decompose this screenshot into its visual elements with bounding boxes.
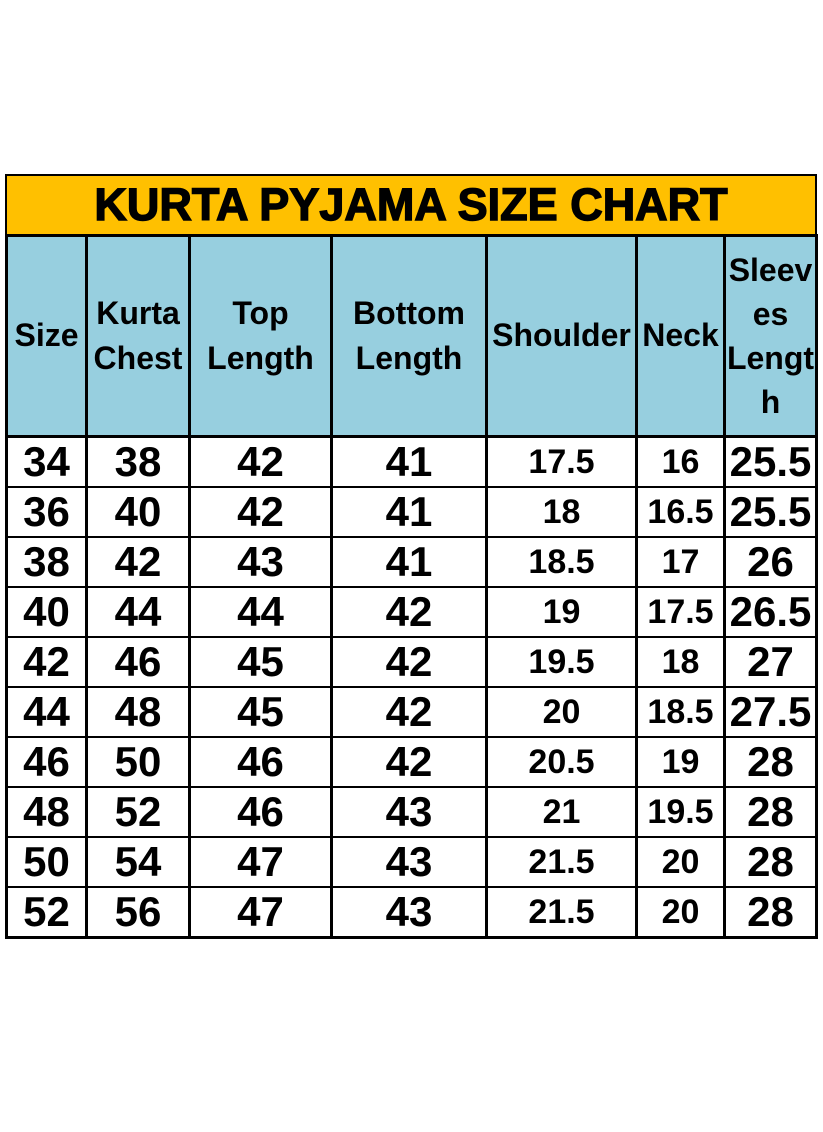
table-cell: 42: [330, 636, 488, 688]
table-cell: 52: [5, 886, 88, 939]
table-cell: 28: [723, 886, 818, 939]
table-row: 44 48 45 42 20 18.5 27.5: [5, 686, 818, 738]
table-body: 34 38 42 41 17.5 16 25.5 36 40 42 41 18 16.5 25.5 38 42…: [5, 435, 818, 939]
title-banner: KURTA PYJAMA SIZE CHART: [5, 174, 817, 234]
table-cell: 44: [85, 586, 191, 638]
table-cell: 38: [85, 435, 191, 488]
table-cell: 16: [635, 435, 726, 488]
size-chart-sheet: KURTA PYJAMA SIZE CHART Size Kurta Chest…: [5, 174, 818, 939]
table-cell: 42: [330, 586, 488, 638]
table-cell: 25.5: [723, 435, 818, 488]
table-cell: 43: [330, 836, 488, 888]
table-cell: 54: [85, 836, 191, 888]
table-row: 40 44 44 42 19 17.5 26.5: [5, 586, 818, 638]
column-header-top-length: Top Length: [188, 234, 333, 438]
table-cell: 45: [188, 686, 333, 738]
table-cell: 48: [85, 686, 191, 738]
table-row: 50 54 47 43 21.5 20 28: [5, 836, 818, 888]
table-cell: 36: [5, 486, 88, 538]
table-cell: 18: [485, 486, 638, 538]
table-cell: 42: [188, 435, 333, 488]
table-cell: 52: [85, 786, 191, 838]
table-cell: 18: [635, 636, 726, 688]
table-row: 42 46 45 42 19.5 18 27: [5, 636, 818, 688]
table-cell: 27.5: [723, 686, 818, 738]
table-cell: 16.5: [635, 486, 726, 538]
table-cell: 20.5: [485, 736, 638, 788]
table-cell: 21: [485, 786, 638, 838]
table-cell: 48: [5, 786, 88, 838]
table-cell: 19: [485, 586, 638, 638]
table-cell: 20: [485, 686, 638, 738]
table-row: 48 52 46 43 21 19.5 28: [5, 786, 818, 838]
table-cell: 34: [5, 435, 88, 488]
table-row: 34 38 42 41 17.5 16 25.5: [5, 435, 818, 488]
table-cell: 40: [85, 486, 191, 538]
table-cell: 42: [5, 636, 88, 688]
table-cell: 17.5: [635, 586, 726, 638]
table-cell: 45: [188, 636, 333, 688]
table-cell: 28: [723, 836, 818, 888]
table-cell: 21.5: [485, 886, 638, 939]
table-cell: 18.5: [635, 686, 726, 738]
table-cell: 20: [635, 886, 726, 939]
table-cell: 26.5: [723, 586, 818, 638]
table-cell: 28: [723, 786, 818, 838]
table-cell: 21.5: [485, 836, 638, 888]
table-header-row: Size Kurta Chest Top Length Bottom Lengt…: [5, 234, 818, 438]
table-cell: 28: [723, 736, 818, 788]
table-cell: 38: [5, 536, 88, 588]
table-cell: 43: [330, 886, 488, 939]
table-cell: 41: [330, 536, 488, 588]
table-cell: 46: [5, 736, 88, 788]
table-cell: 42: [188, 486, 333, 538]
table-cell: 27: [723, 636, 818, 688]
column-header-sleeves-length: Sleev es Lengt h: [723, 234, 818, 438]
column-header-bottom-length: Bottom Length: [330, 234, 488, 438]
table-cell: 17.5: [485, 435, 638, 488]
table-cell: 42: [330, 686, 488, 738]
table-row: 46 50 46 42 20.5 19 28: [5, 736, 818, 788]
table-cell: 26: [723, 536, 818, 588]
table-cell: 44: [5, 686, 88, 738]
table-cell: 42: [85, 536, 191, 588]
table-cell: 41: [330, 435, 488, 488]
table-cell: 47: [188, 886, 333, 939]
table-cell: 50: [5, 836, 88, 888]
table-cell: 50: [85, 736, 191, 788]
column-header-kurta-chest: Kurta Chest: [85, 234, 191, 438]
table-cell: 25.5: [723, 486, 818, 538]
table-cell: 43: [188, 536, 333, 588]
table-cell: 46: [85, 636, 191, 688]
table-cell: 40: [5, 586, 88, 638]
column-header-neck: Neck: [635, 234, 726, 438]
table-cell: 44: [188, 586, 333, 638]
table-cell: 42: [330, 736, 488, 788]
table-cell: 20: [635, 836, 726, 888]
table-cell: 18.5: [485, 536, 638, 588]
table-cell: 47: [188, 836, 333, 888]
page-title: KURTA PYJAMA SIZE CHART: [94, 178, 729, 230]
table-cell: 41: [330, 486, 488, 538]
table-cell: 19.5: [635, 786, 726, 838]
table-cell: 17: [635, 536, 726, 588]
table-cell: 46: [188, 786, 333, 838]
table-cell: 56: [85, 886, 191, 939]
table-row: 38 42 43 41 18.5 17 26: [5, 536, 818, 588]
table-cell: 43: [330, 786, 488, 838]
table-row: 36 40 42 41 18 16.5 25.5: [5, 486, 818, 538]
column-header-shoulder: Shoulder: [485, 234, 638, 438]
table-cell: 46: [188, 736, 333, 788]
size-chart-table: Size Kurta Chest Top Length Bottom Lengt…: [5, 234, 818, 939]
column-header-size: Size: [5, 234, 88, 438]
table-row: 52 56 47 43 21.5 20 28: [5, 886, 818, 939]
table-cell: 19: [635, 736, 726, 788]
table-cell: 19.5: [485, 636, 638, 688]
